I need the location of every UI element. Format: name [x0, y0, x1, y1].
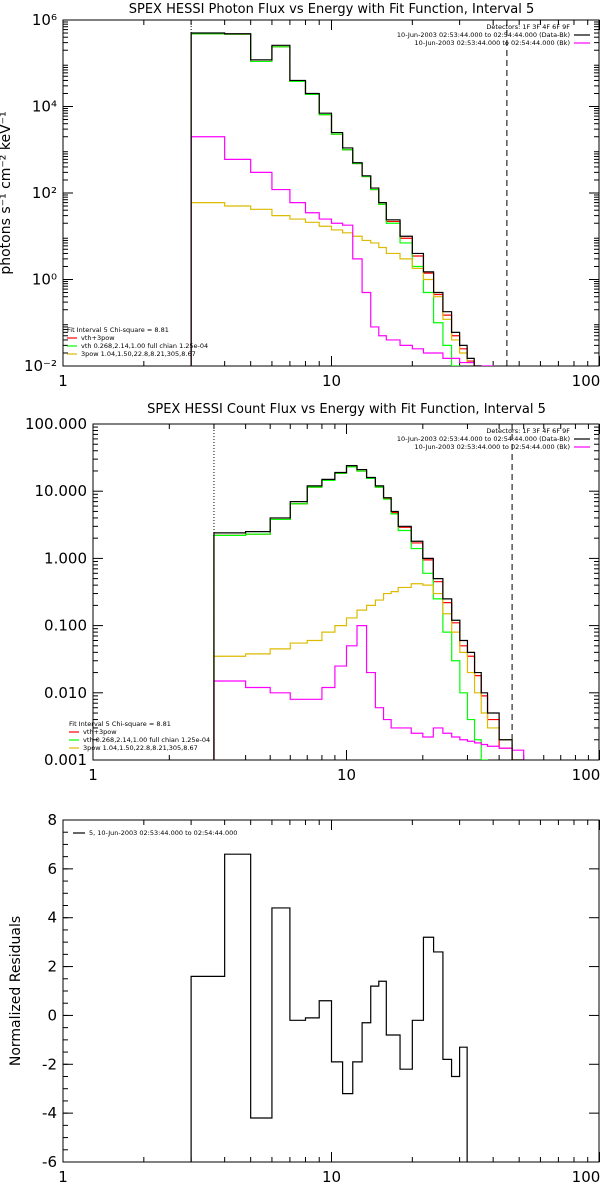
3pow-series: [213, 583, 525, 760]
y-tick-label: 0.100: [44, 617, 87, 635]
series-group: [190, 853, 468, 1162]
legend-bottom-left-text: vth+3pow: [83, 728, 117, 736]
legend-bottom-left-text: vth+3pow: [81, 334, 115, 342]
x-tick-label: 100: [572, 766, 600, 784]
x-tick-label: 100: [572, 372, 600, 390]
y-tick-label: 10⁶: [32, 11, 57, 29]
y-tick-label: -2: [42, 1055, 57, 1073]
x-tick-label: 10: [322, 1168, 341, 1186]
vth-series: [213, 466, 489, 760]
data-bk-series: [190, 32, 482, 366]
data-bk-series: [213, 465, 525, 760]
legend-bottom-left-text: 3pow 1.04,1.50,22.8,8.21,305,8.67: [83, 744, 198, 752]
3pow-series: [190, 201, 475, 366]
plot-frame: [62, 19, 600, 367]
y-tick-label: 10⁻²: [24, 357, 57, 375]
legend-top-right-text: 10-Jun-2003 02:53:44.000 to 02:54:44.000…: [397, 435, 570, 443]
y-axis-label: photons s⁻¹ cm⁻² keV⁻¹: [0, 111, 14, 274]
bk-series: [213, 625, 525, 760]
legend-top-right-text: 10-Jun-2003 02:53:44.000 to 02:54:44.000…: [415, 443, 570, 451]
legend-top-right-text: 10-Jun-2003 02:53:44.000 to 02:54:44.000…: [397, 31, 570, 39]
legend-bottom-left-text: vth 0.268,2.14,1.00 full chian 1.25e-04: [83, 736, 210, 744]
legend-bottom-left-text: Fit Interval 5 Chi-square = 8.81: [69, 720, 171, 728]
y-tick-label: 0.001: [44, 751, 87, 769]
x-tick-label: 100: [572, 1168, 600, 1186]
count-flux-panel: SPEX HESSI Count Flux vs Energy with Fit…: [25, 402, 600, 784]
y-tick-label: -6: [42, 1153, 57, 1171]
residuals-panel: 1 10 100 -6 -4 -2 0 2 4 6 8 Normalized Residuals 5, …: [8, 811, 600, 1186]
legend-bottom-left-text: 3pow 1.04,1.50,22.8,8.21,305,8.67: [81, 350, 196, 358]
y-tick-label: -4: [42, 1104, 57, 1122]
y-tick-label: 6: [47, 860, 57, 878]
x-tick-label: 10: [337, 766, 356, 784]
chart-title: SPEX HESSI Count Flux vs Energy with Fit…: [147, 402, 546, 417]
y-tick-label: 0.010: [44, 684, 87, 702]
x-tick-label: 1: [58, 372, 68, 390]
y-tick-label: 0: [47, 1006, 57, 1024]
legend-top-right-text: Detectors: 1F 3F 4F 6F 9F: [486, 23, 570, 31]
series-group: [190, 32, 494, 366]
photon-flux-panel: SPEX HESSI Photon Flux vs Energy with Fi…: [0, 2, 600, 390]
y-tick-label: 10⁴: [32, 98, 57, 116]
bk-series: [190, 136, 494, 366]
y-tick-label: 8: [47, 811, 57, 829]
y-tick-label: 100.000: [25, 415, 87, 433]
legend-bottom-left-text: Fit Interval 5 Chi-square = 8.81: [67, 326, 169, 334]
chart-title: SPEX HESSI Photon Flux vs Energy with Fi…: [129, 2, 535, 17]
legend-top-left-text: 5, 10-Jun-2003 02:53:44.000 to 02:54:44.…: [89, 829, 237, 837]
y-tick-label: 10⁰: [32, 271, 57, 289]
y-tick-label: 10.000: [35, 482, 88, 500]
residual-series: [190, 853, 468, 1162]
vth-3pow-series: [213, 466, 513, 760]
y-axis-label: Normalized Residuals: [8, 916, 24, 1066]
y-tick-label: 1.000: [44, 549, 87, 567]
series-group: [213, 465, 525, 760]
y-tick-label: 4: [47, 909, 57, 927]
plot-frame: [62, 819, 600, 1163]
plot-frame: [92, 423, 600, 761]
legend-bottom-left-text: vth 0.268,2.14,1.00 full chian 1.25e-04: [81, 342, 208, 350]
legend-top-right-text: Detectors: 1F 3F 4F 6F 9F: [486, 427, 570, 435]
legend-top-right-text: 10-Jun-2003 02:53:44.000 to 02:54:44.000…: [415, 39, 570, 47]
y-tick-label: 2: [47, 958, 57, 976]
y-tick-label: 10²: [32, 184, 57, 202]
x-tick-label: 10: [322, 372, 341, 390]
x-tick-label: 1: [88, 766, 98, 784]
x-tick-label: 1: [58, 1168, 68, 1186]
